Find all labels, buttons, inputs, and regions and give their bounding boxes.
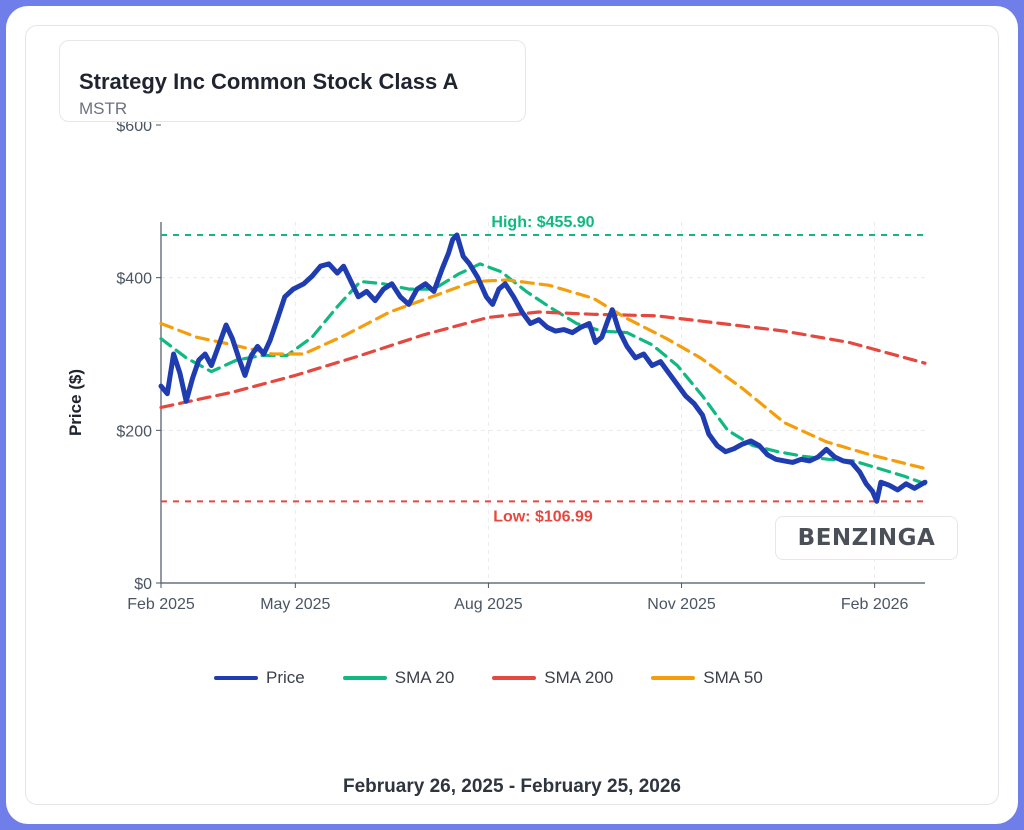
x-tick-label: Aug 2025 xyxy=(454,596,523,613)
series-line-price xyxy=(158,232,928,504)
x-tick-label: Nov 2025 xyxy=(647,596,716,613)
chart-legend: Price SMA 20 SMA 200 SMA 50 xyxy=(214,664,763,692)
legend-label: Price xyxy=(266,668,305,687)
legend-swatch xyxy=(492,676,537,680)
legend-label: SMA 50 xyxy=(703,668,763,687)
legend-item-sma-50[interactable]: SMA 50 xyxy=(651,668,763,688)
x-tick-label: Feb 2026 xyxy=(841,596,909,613)
y-tick-label: $400 xyxy=(116,271,152,288)
series-line-sma-200 xyxy=(159,310,927,409)
series-line-sma-50 xyxy=(159,278,927,471)
low-reference-label: Low: $106.99 xyxy=(493,508,593,525)
legend-label: SMA 200 xyxy=(544,668,614,687)
x-tick-label: May 2025 xyxy=(260,596,330,613)
legend-item-price[interactable]: Price xyxy=(214,668,305,688)
legend-swatch xyxy=(651,676,696,680)
y-axis-label: Price ($) xyxy=(66,369,85,436)
chart-card xyxy=(25,25,999,805)
watermark-text: BENZINGA xyxy=(797,525,936,551)
high-reference-label: High: $455.90 xyxy=(491,214,594,231)
legend-swatch xyxy=(214,676,258,680)
legend-label: SMA 20 xyxy=(394,668,455,687)
chart-title: Strategy Inc Common Stock Class A xyxy=(79,69,459,94)
y-tick-label: $600 xyxy=(116,118,152,135)
series-line-sma-20 xyxy=(159,262,927,486)
legend-swatch xyxy=(342,676,387,680)
legend-item-sma-20[interactable]: SMA 20 xyxy=(342,668,455,688)
benzinga-watermark: BENZINGA xyxy=(775,516,958,560)
title-box: Strategy Inc Common Stock Class A MSTR xyxy=(59,40,526,122)
y-tick-label: $0 xyxy=(134,576,152,593)
y-tick-label: $200 xyxy=(116,423,152,440)
x-tick-label: Feb 2025 xyxy=(127,596,195,613)
ticker-symbol: MSTR xyxy=(79,99,128,118)
legend-item-sma-200[interactable]: SMA 200 xyxy=(492,668,613,688)
date-range: February 26, 2025 - February 25, 2026 xyxy=(343,776,681,797)
